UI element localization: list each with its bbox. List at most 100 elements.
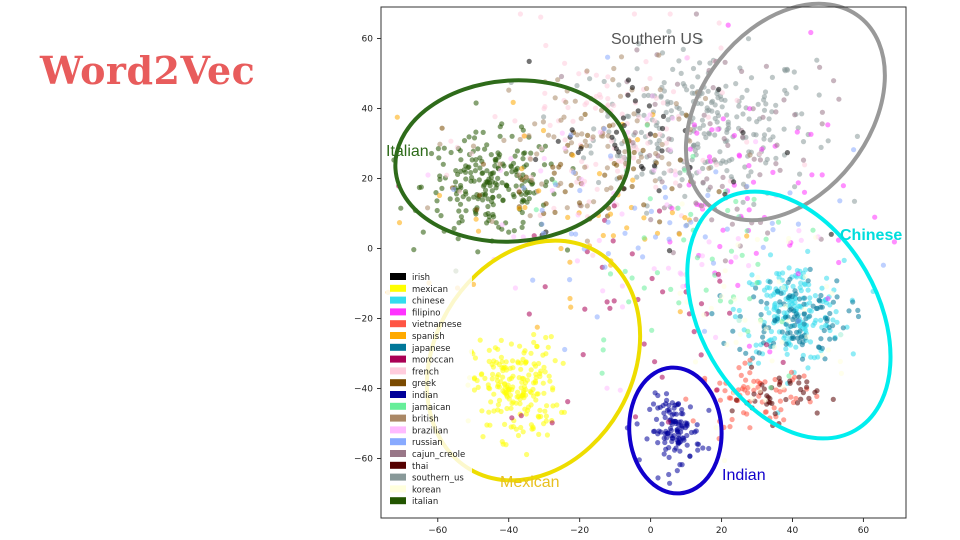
point-vietnamese	[772, 376, 778, 383]
legend-swatch	[390, 485, 406, 493]
point-southern_us	[851, 198, 858, 204]
point-italian	[488, 152, 494, 158]
point-southern_us	[641, 93, 647, 99]
point-chinese	[813, 317, 819, 323]
point-italian	[473, 211, 479, 217]
point-southern_us	[697, 125, 703, 131]
point-french	[538, 14, 544, 20]
legend-label: thai	[412, 462, 428, 472]
point-mexican	[485, 382, 491, 388]
point-indian	[655, 475, 661, 481]
point-russian	[662, 194, 669, 200]
point-korean	[780, 384, 786, 390]
point-british	[527, 156, 534, 162]
point-indian	[679, 407, 685, 413]
point-italian	[468, 178, 474, 184]
point-irish	[575, 149, 581, 156]
point-indian	[693, 428, 699, 434]
point-jamaican	[641, 285, 647, 291]
point-korean	[708, 305, 714, 311]
point-mexican	[534, 343, 540, 349]
point-filipino	[808, 131, 814, 137]
point-french	[645, 140, 651, 146]
point-chinese	[768, 328, 775, 335]
point-filipino	[720, 227, 726, 233]
point-chinese	[767, 252, 774, 258]
point-jamaican	[644, 122, 650, 128]
point-japanese	[737, 313, 743, 320]
point-british	[555, 77, 561, 83]
x-tick-label: −40	[499, 526, 518, 536]
point-spanish	[567, 259, 573, 265]
point-italian	[461, 138, 468, 144]
point-southern_us	[654, 141, 660, 147]
point-mexican	[509, 358, 516, 364]
point-mexican	[510, 399, 516, 405]
point-greek	[629, 183, 635, 190]
point-irish	[625, 92, 631, 98]
point-moroccan	[531, 233, 537, 239]
point-italian	[454, 196, 460, 203]
point-russian	[705, 192, 711, 198]
point-japanese	[801, 295, 808, 301]
point-italian	[523, 191, 529, 197]
point-french	[660, 100, 666, 106]
point-korean	[722, 268, 728, 274]
point-southern_us	[641, 112, 647, 118]
point-korean	[701, 312, 707, 318]
point-southern_us	[709, 98, 716, 104]
legend-swatch	[390, 391, 406, 398]
point-french	[652, 118, 658, 124]
point-spanish	[396, 220, 403, 226]
point-italian	[482, 187, 489, 193]
point-greek	[568, 182, 574, 188]
point-southern_us	[723, 83, 729, 89]
point-moroccan	[632, 414, 639, 420]
point-mexican	[496, 384, 502, 390]
point-southern_us	[736, 103, 742, 109]
point-russian	[539, 207, 545, 213]
point-british	[425, 205, 431, 211]
point-japanese	[782, 314, 789, 320]
point-irish	[651, 163, 658, 169]
cluster-ellipse-indian	[627, 365, 724, 496]
point-southern_us	[697, 60, 703, 66]
point-korean	[762, 397, 768, 403]
point-irish	[578, 146, 584, 152]
point-filipino	[746, 207, 752, 213]
point-mexican	[543, 334, 549, 341]
point-irish	[647, 131, 654, 137]
point-cajun_creole	[707, 184, 713, 190]
legend-swatch	[390, 426, 406, 434]
point-italian	[499, 121, 505, 127]
point-korean	[721, 457, 728, 464]
point-british	[534, 151, 540, 157]
point-southern_us	[653, 122, 659, 129]
point-vietnamese	[747, 425, 753, 431]
point-italian	[499, 180, 505, 186]
point-jamaican	[728, 248, 735, 254]
point-french	[673, 180, 679, 186]
point-greek	[439, 125, 445, 131]
point-japanese	[818, 336, 824, 342]
point-cajun_creole	[757, 172, 763, 178]
point-jamaican	[641, 235, 647, 241]
point-jamaican	[694, 255, 701, 261]
point-vietnamese	[793, 395, 799, 402]
point-japanese	[756, 350, 762, 356]
point-italian	[456, 208, 462, 214]
point-jamaican	[622, 268, 628, 274]
point-mexican	[559, 409, 565, 415]
legend-swatch	[390, 320, 406, 328]
point-moroccan	[715, 271, 722, 277]
point-russian	[594, 314, 600, 320]
point-southern_us	[814, 57, 820, 63]
point-filipino	[825, 296, 831, 302]
point-chinese	[749, 281, 755, 288]
point-italian	[441, 145, 447, 151]
point-italian	[500, 197, 506, 204]
point-italian	[489, 170, 495, 176]
point-greek	[543, 201, 549, 207]
point-vietnamese	[790, 399, 797, 406]
point-chinese	[833, 309, 839, 315]
